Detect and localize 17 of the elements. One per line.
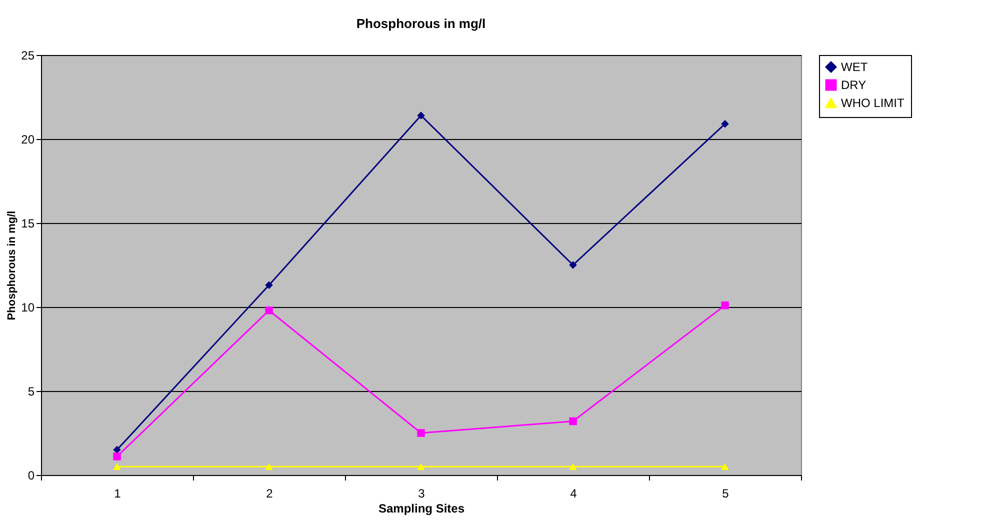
y-tick-label: 10 <box>21 300 35 314</box>
x-tick-label: 5 <box>722 486 730 500</box>
x-tick-label: 4 <box>570 486 578 500</box>
y-tick-label: 15 <box>21 216 35 230</box>
x-axis-title: Sampling Sites <box>378 502 465 516</box>
chart-title: Phosphorous in mg/l <box>356 16 486 31</box>
y-tick-label: 20 <box>21 132 35 146</box>
y-tick-label: 25 <box>21 48 35 62</box>
y-tick-label: 0 <box>28 468 35 482</box>
x-tick-label: 3 <box>418 486 426 500</box>
x-tick-label: 1 <box>114 486 122 500</box>
legend-label: WET <box>841 60 868 74</box>
y-tick-label: 5 <box>28 384 35 398</box>
legend-label: DRY <box>841 78 866 92</box>
legend-label: WHO LIMIT <box>841 96 905 110</box>
x-tick-label: 2 <box>266 486 274 500</box>
y-axis-title: Phosphorous in mg/l <box>6 210 18 320</box>
